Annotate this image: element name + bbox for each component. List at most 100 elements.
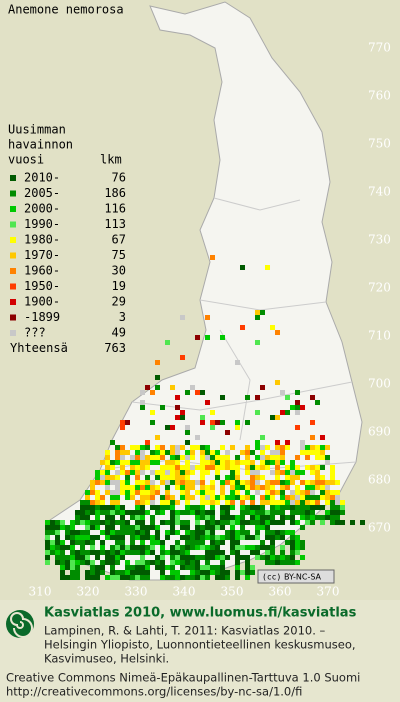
occurrence-square bbox=[75, 535, 80, 540]
occurrence-square bbox=[90, 550, 95, 555]
occurrence-square bbox=[140, 520, 145, 525]
occurrence-square bbox=[175, 515, 180, 520]
occurrence-square bbox=[165, 565, 170, 570]
occurrence-square bbox=[255, 310, 260, 315]
occurrence-square bbox=[80, 550, 85, 555]
occurrence-square bbox=[240, 520, 245, 525]
occurrence-square bbox=[190, 575, 195, 580]
occurrence-square bbox=[305, 490, 310, 495]
occurrence-square bbox=[75, 515, 80, 520]
occurrence-square bbox=[320, 495, 325, 500]
occurrence-square bbox=[105, 460, 110, 465]
occurrence-square bbox=[170, 525, 175, 530]
occurrence-square bbox=[165, 475, 170, 480]
occurrence-square bbox=[205, 335, 210, 340]
occurrence-square bbox=[260, 540, 265, 545]
occurrence-square bbox=[115, 560, 120, 565]
occurrence-square bbox=[200, 535, 205, 540]
occurrence-square bbox=[315, 500, 320, 505]
occurrence-square bbox=[140, 540, 145, 545]
occurrence-square bbox=[240, 450, 245, 455]
occurrence-square bbox=[170, 500, 175, 505]
occurrence-squares bbox=[45, 255, 365, 580]
occurrence-square bbox=[280, 515, 285, 520]
occurrence-square bbox=[285, 440, 290, 445]
occurrence-square bbox=[225, 465, 230, 470]
occurrence-square bbox=[225, 570, 230, 575]
occurrence-square bbox=[175, 480, 180, 485]
occurrence-square bbox=[310, 505, 315, 510]
occurrence-square bbox=[330, 480, 335, 485]
occurrence-square bbox=[235, 425, 240, 430]
occurrence-square bbox=[200, 540, 205, 545]
occurrence-square bbox=[210, 480, 215, 485]
occurrence-square bbox=[80, 500, 85, 505]
occurrence-square bbox=[160, 510, 165, 515]
occurrence-square bbox=[110, 560, 115, 565]
occurrence-square bbox=[300, 445, 305, 450]
occurrence-square bbox=[145, 565, 150, 570]
occurrence-square bbox=[65, 555, 70, 560]
occurrence-square bbox=[285, 480, 290, 485]
occurrence-square bbox=[60, 555, 65, 560]
occurrence-square bbox=[340, 510, 345, 515]
occurrence-square bbox=[180, 535, 185, 540]
occurrence-square bbox=[180, 545, 185, 550]
occurrence-square bbox=[80, 535, 85, 540]
occurrence-square bbox=[325, 485, 330, 490]
north-label: 680 bbox=[368, 473, 391, 487]
occurrence-square bbox=[175, 540, 180, 545]
occurrence-square bbox=[210, 550, 215, 555]
occurrence-square bbox=[165, 470, 170, 475]
occurrence-square bbox=[100, 480, 105, 485]
occurrence-square bbox=[325, 500, 330, 505]
occurrence-square bbox=[180, 490, 185, 495]
occurrence-square bbox=[145, 570, 150, 575]
occurrence-square bbox=[95, 515, 100, 520]
occurrence-square bbox=[155, 360, 160, 365]
occurrence-square bbox=[120, 450, 125, 455]
occurrence-square bbox=[285, 515, 290, 520]
occurrence-square bbox=[135, 475, 140, 480]
occurrence-square bbox=[80, 540, 85, 545]
occurrence-square bbox=[145, 495, 150, 500]
occurrence-square bbox=[280, 450, 285, 455]
occurrence-square bbox=[280, 500, 285, 505]
occurrence-square bbox=[170, 555, 175, 560]
occurrence-square bbox=[110, 575, 115, 580]
occurrence-square bbox=[180, 485, 185, 490]
occurrence-square bbox=[295, 475, 300, 480]
occurrence-square bbox=[275, 470, 280, 475]
occurrence-square bbox=[185, 535, 190, 540]
occurrence-square bbox=[130, 535, 135, 540]
occurrence-square bbox=[295, 410, 300, 415]
occurrence-square bbox=[280, 555, 285, 560]
occurrence-square bbox=[335, 505, 340, 510]
occurrence-square bbox=[140, 515, 145, 520]
occurrence-square bbox=[285, 395, 290, 400]
occurrence-square bbox=[145, 530, 150, 535]
cc-mark: (cc) bbox=[262, 573, 281, 582]
occurrence-square bbox=[270, 415, 275, 420]
occurrence-square bbox=[55, 520, 60, 525]
occurrence-square bbox=[330, 465, 335, 470]
occurrence-square bbox=[95, 495, 100, 500]
occurrence-square bbox=[230, 500, 235, 505]
occurrence-square bbox=[110, 440, 115, 445]
north-label: 740 bbox=[368, 185, 391, 199]
occurrence-square bbox=[260, 555, 265, 560]
occurrence-square bbox=[105, 530, 110, 535]
occurrence-square bbox=[100, 500, 105, 505]
occurrence-square bbox=[200, 490, 205, 495]
occurrence-square bbox=[240, 265, 245, 270]
occurrence-square bbox=[235, 420, 240, 425]
occurrence-square bbox=[190, 455, 195, 460]
occurrence-square bbox=[215, 420, 220, 425]
occurrence-square bbox=[230, 545, 235, 550]
occurrence-square bbox=[170, 385, 175, 390]
occurrence-square bbox=[225, 500, 230, 505]
occurrence-square bbox=[275, 480, 280, 485]
occurrence-square bbox=[270, 325, 275, 330]
occurrence-square bbox=[190, 510, 195, 515]
occurrence-square bbox=[205, 565, 210, 570]
